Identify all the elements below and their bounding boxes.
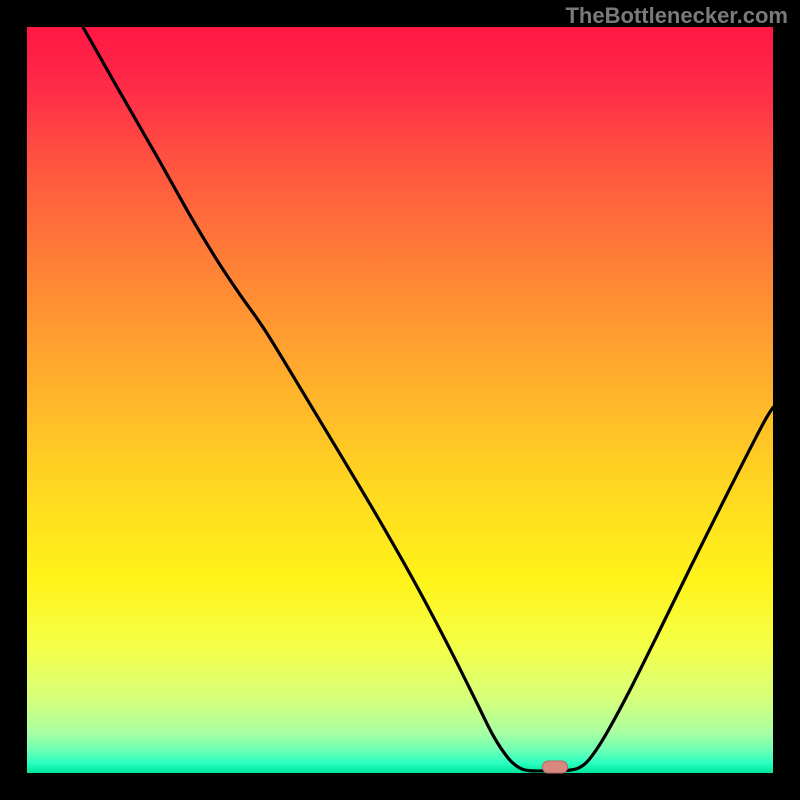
plot-area	[27, 27, 773, 773]
optimal-point-marker	[542, 761, 568, 774]
watermark-text: TheBottlenecker.com	[565, 3, 788, 29]
line-curve	[27, 27, 773, 773]
bottleneck-curve-path	[83, 27, 773, 771]
chart-frame: TheBottlenecker.com	[0, 0, 800, 800]
